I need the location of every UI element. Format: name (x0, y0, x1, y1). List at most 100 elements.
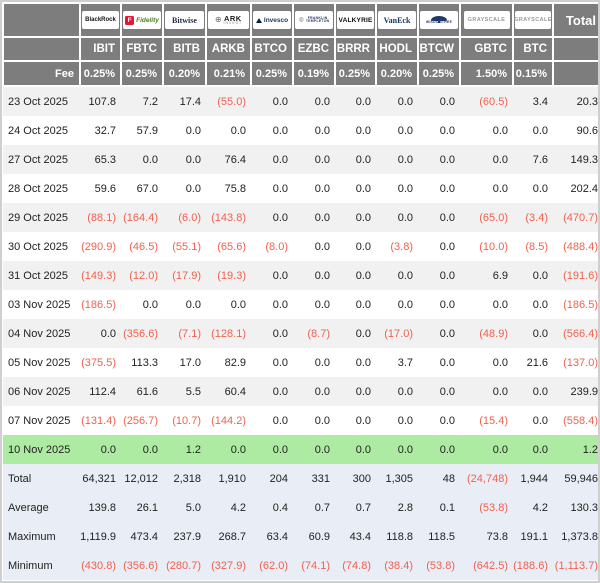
ticker-cell-brrr: BRRR (334, 36, 377, 62)
value-cell: 0.0 (418, 319, 460, 348)
value-cell: 0.0 (460, 377, 513, 406)
value-cell: (17.9) (163, 261, 206, 290)
fee-cell-btc: 0.15% (512, 60, 554, 87)
value-cell: 0.0 (355, 414, 371, 427)
value-cell: (488.4) (563, 240, 598, 253)
value-cell: 0.0 (532, 124, 548, 137)
fee-cell-gbtc: 1.50% (459, 60, 514, 87)
value-cell: 0.0 (439, 298, 455, 311)
value-cell: 0.0 (80, 319, 121, 348)
ezbc-logo-cell: ◍ FRANKLIN TEMPLETON (292, 2, 336, 38)
franklin-logo-text: FRANKLIN TEMPLETON (306, 16, 330, 24)
value-cell: 0.1 (418, 493, 460, 522)
bitb-logo-cell: Bitwise (162, 2, 207, 38)
date-cell: 31 Oct 2025 (3, 261, 80, 290)
ticker-corner-cell (2, 36, 81, 62)
value-cell: 0.0 (185, 298, 201, 311)
ark-logo-text: ARK INVEST (223, 13, 243, 26)
franklin-globe-icon: ◍ (298, 17, 304, 23)
ark-logo-main: ARK (223, 13, 242, 23)
value-cell: 191.1 (513, 522, 553, 551)
value-cell: 0.0 (439, 124, 455, 137)
value-cell: (356.6) (121, 551, 163, 580)
value-cell: 0.0 (492, 356, 508, 369)
value-cell: (62.0) (251, 551, 293, 580)
btcw-logo-cell: WISDOMTREE (417, 2, 461, 38)
summary-row: Maximum 1,119.9 473.4 237.9 268.7 63.4 60.9 43.… (3, 522, 598, 551)
ark-globe-icon: ⊕ (214, 15, 222, 24)
value-cell: 149.3 (553, 145, 598, 174)
value-cell: 0.0 (418, 145, 460, 174)
value-cell: 59,946 (553, 464, 598, 493)
value-cell: 0.0 (314, 414, 330, 427)
value-cell: 0.0 (293, 261, 335, 290)
value-cell: 63.4 (251, 522, 293, 551)
value-cell: (290.9) (81, 240, 116, 253)
value-cell: 139.8 (80, 493, 121, 522)
value-cell: 0.0 (355, 298, 371, 311)
value-cell: 4.2 (206, 493, 251, 522)
value-cell: 90.6 (576, 124, 598, 137)
value-cell: 5.5 (163, 377, 206, 406)
value-cell: 0.0 (513, 377, 553, 406)
value-cell: 1,373.8 (553, 522, 598, 551)
value-cell: 17.4 (163, 86, 206, 116)
fee-cell-arkb: 0.21% (205, 60, 252, 87)
fidelity-logo-text: Fidelity (136, 16, 159, 24)
value-cell: 0.0 (376, 203, 418, 232)
value-cell: (74.8) (335, 551, 376, 580)
value-cell: 20.3 (553, 86, 598, 116)
table-row: 23 Oct 2025 107.8 7.2 17.4 (55.0) 0.0 0.0 0.0 0.… (3, 86, 598, 116)
btc-logo-cell: GRAYSCALE (512, 2, 554, 38)
value-cell: 0.0 (439, 240, 455, 253)
value-cell: 0.0 (251, 261, 293, 290)
table-row: 30 Oct 2025 (290.9) (46.5) (55.1) (65.6) (8.0… (3, 232, 598, 261)
value-cell: (430.8) (80, 551, 121, 580)
value-cell: 0.0 (251, 319, 293, 348)
value-cell: (143.8) (206, 203, 251, 232)
value-cell: (19.3) (206, 261, 251, 290)
table-row: 28 Oct 2025 59.6 67.0 0.0 75.8 0.0 0.0 0.0 0.0 0.… (3, 174, 598, 203)
grayscale-logo-text: GRAYSCALE (514, 17, 552, 23)
value-cell: 0.0 (272, 182, 288, 195)
fee-cell-ibit: 0.25% (79, 60, 122, 87)
date-cell: 30 Oct 2025 (8, 240, 68, 253)
value-cell: 43.4 (335, 522, 376, 551)
value-cell: (48.9) (460, 319, 513, 348)
value-cell: (8.5) (525, 240, 548, 253)
value-cell: 0.0 (80, 435, 121, 464)
value-cell: 0.0 (460, 435, 513, 464)
date-cell: 24 Oct 2025 (8, 124, 68, 137)
value-cell: 1,119.9 (80, 522, 121, 551)
value-cell: 0.0 (335, 319, 376, 348)
value-cell: (74.1) (293, 551, 335, 580)
fee-cell-brrr: 0.25% (334, 60, 377, 87)
date-cell: 29 Oct 2025 (3, 203, 80, 232)
value-cell: 0.0 (418, 435, 460, 464)
value-cell: (17.0) (376, 319, 418, 348)
value-cell: 0.0 (355, 124, 371, 137)
ticker-cell-ibit: IBIT (79, 36, 122, 62)
value-cell: 204 (251, 464, 293, 493)
wisdomtree-tree-icon (430, 15, 447, 23)
value-cell: (55.0) (206, 86, 251, 116)
value-cell: 0.0 (314, 240, 330, 253)
value-cell: (144.2) (211, 414, 246, 427)
date-cell: 23 Oct 2025 (3, 86, 80, 116)
value-cell: 0.7 (293, 493, 335, 522)
bitwise-logo-text: Bitwise (172, 15, 197, 25)
value-cell: 0.0 (376, 86, 418, 116)
value-cell: (137.0) (563, 356, 598, 369)
ticker-total-cell (552, 36, 598, 62)
value-cell: 59.6 (94, 182, 116, 195)
date-cell: 28 Oct 2025 (8, 182, 68, 195)
gbtc-logo-cell: GRAYSCALE (459, 2, 514, 38)
value-cell: 76.4 (206, 145, 251, 174)
gbtc-logo: GRAYSCALE (463, 11, 510, 29)
value-cell: (356.6) (121, 319, 163, 348)
value-cell: 0.0 (142, 298, 158, 311)
ticker-cell-ezbc: EZBC (292, 36, 336, 62)
value-cell: 0.0 (376, 145, 418, 174)
summary-label-cell: Average (3, 493, 80, 522)
value-cell: 107.8 (80, 86, 121, 116)
